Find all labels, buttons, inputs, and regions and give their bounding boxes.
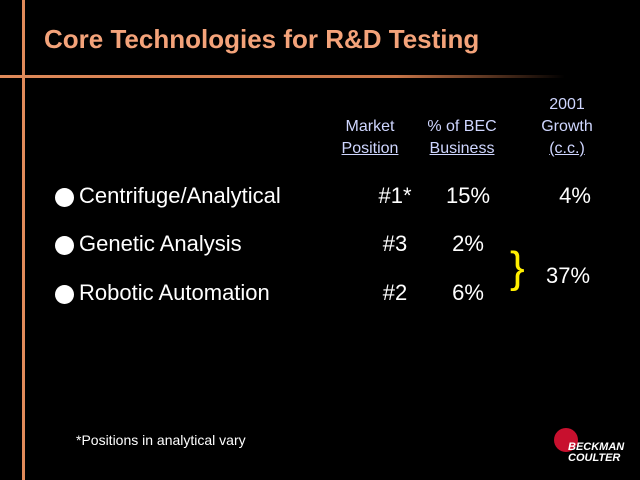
horizontal-accent-line	[0, 75, 565, 78]
row-label: Genetic Analysis	[79, 231, 242, 256]
footnote: *Positions in analytical vary	[76, 432, 246, 448]
vertical-accent-line	[22, 0, 25, 480]
header-market-position: Market Position	[330, 116, 410, 160]
table-row: Genetic Analysis #3 2%	[55, 231, 615, 261]
header-bec-line2: Business	[429, 140, 495, 157]
row-position: #3	[382, 231, 408, 256]
beckman-coulter-logo: BECKMAN COULTER	[552, 428, 636, 468]
table-row: Robotic Automation #2 6%	[55, 280, 615, 310]
header-bec-business: % of BEC Business	[414, 116, 510, 160]
row-position: #1*	[378, 183, 412, 208]
header-market-line2: Position	[341, 140, 399, 157]
row-label: Robotic Automation	[79, 280, 270, 305]
header-growth-line3: (c.c.)	[549, 140, 585, 157]
row-percent: 15%	[445, 183, 491, 208]
logo-mark-icon	[554, 428, 578, 452]
row-percent: 6%	[452, 280, 484, 305]
row-percent: 2%	[452, 231, 484, 256]
slide-title: Core Technologies for R&D Testing	[44, 24, 480, 54]
shared-growth-value: 37%	[545, 263, 591, 288]
header-market-line1: Market	[345, 118, 395, 135]
bullet-icon	[55, 285, 74, 304]
row-growth: 4%	[559, 183, 591, 208]
logo-line1: BECKMAN	[568, 441, 625, 453]
bullet-icon	[55, 236, 74, 255]
bullet-icon	[55, 188, 74, 207]
logo-wordmark: BECKMAN COULTER	[568, 442, 624, 464]
brace-icon: }	[510, 243, 525, 292]
table-row: Centrifuge/Analytical #1* 15% 4%	[55, 183, 615, 213]
header-bec-line1: % of BEC	[427, 118, 497, 135]
header-growth-line2: Growth	[541, 118, 593, 135]
row-label: Centrifuge/Analytical	[79, 183, 281, 208]
header-growth-line1: 2001	[549, 96, 585, 113]
row-position: #2	[382, 280, 408, 305]
header-growth: 2001 Growth (c.c.)	[524, 94, 610, 160]
logo-line2: COULTER	[568, 452, 621, 464]
